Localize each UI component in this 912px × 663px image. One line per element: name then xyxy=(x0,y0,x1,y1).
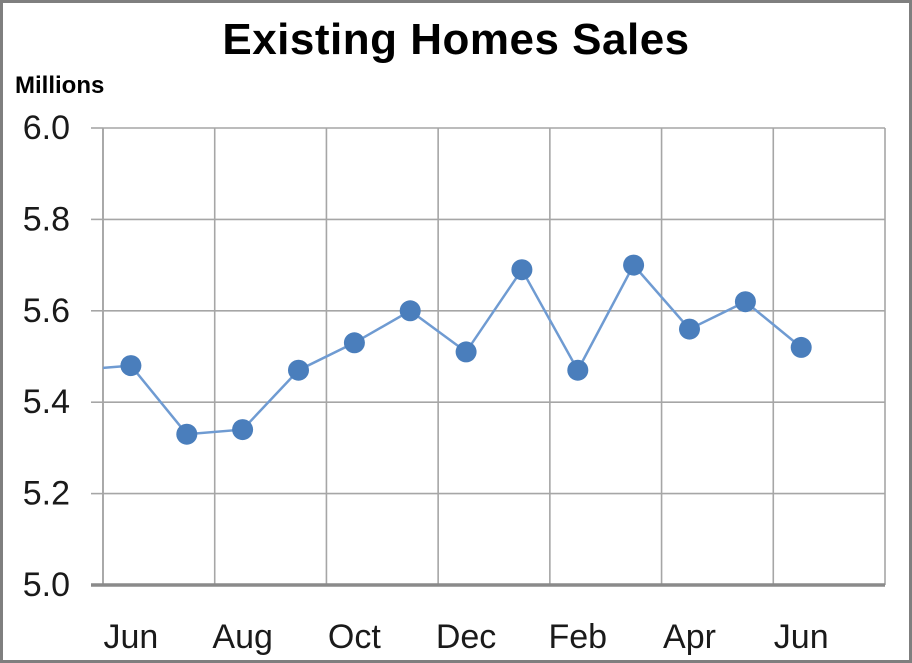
data-point-marker xyxy=(176,423,198,445)
data-point-marker xyxy=(343,332,365,354)
y-tick-label: 5.8 xyxy=(23,200,70,238)
data-point-marker xyxy=(120,355,142,377)
y-tick-label: 6.0 xyxy=(23,109,70,147)
data-point-marker xyxy=(734,291,756,313)
x-tick-label: Dec xyxy=(436,618,496,656)
y-axis-title: Millions xyxy=(15,72,105,99)
data-point-marker xyxy=(288,359,309,381)
data-point-marker xyxy=(679,318,700,340)
y-tick-label: 5.0 xyxy=(23,566,70,604)
series-group xyxy=(65,254,812,445)
x-tick-label: Apr xyxy=(663,618,716,656)
y-tick-label: 5.4 xyxy=(23,383,70,421)
x-tick-label: Oct xyxy=(328,618,381,656)
data-point-marker xyxy=(567,359,589,381)
data-point-marker xyxy=(455,341,477,363)
data-point-marker xyxy=(623,254,645,276)
data-point-marker xyxy=(399,300,421,322)
y-tick-label: 5.6 xyxy=(23,292,70,330)
data-point-marker xyxy=(511,259,533,281)
x-tick-label: Feb xyxy=(548,618,607,656)
data-point-marker xyxy=(232,419,254,441)
x-tick-label: Jun xyxy=(774,618,829,656)
chart-title: Existing Homes Sales xyxy=(222,15,690,64)
x-tick-label: Aug xyxy=(212,618,273,656)
data-point-marker xyxy=(790,336,812,358)
y-tick-label: 5.2 xyxy=(23,475,70,513)
x-tick-label: Jun xyxy=(104,618,159,656)
data-point-marker xyxy=(65,360,86,381)
